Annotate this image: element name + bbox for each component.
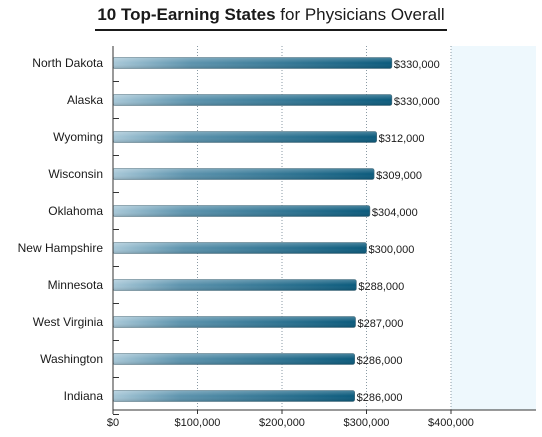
bar-shine [113,353,355,365]
chart-title-wrap: 10 Top-Earning States for Physicians Ove… [0,4,542,31]
value-label: $330,000 [394,96,440,108]
x-tick-label: $200,000 [259,417,305,429]
chart-title-rest: for Physicians Overall [280,5,445,24]
chart-title: 10 Top-Earning States for Physicians Ove… [95,4,447,31]
bar-shine [113,57,392,69]
category-label: Wyoming [53,130,103,144]
category-label: Wisconsin [48,167,103,181]
category-label: Indiana [64,389,104,403]
bar-shine [113,205,370,217]
value-label: $330,000 [394,59,440,71]
bar-shine [113,316,356,328]
value-label: $288,000 [358,281,404,293]
x-tick-label: $400,000 [428,417,474,429]
value-label: $309,000 [376,170,422,182]
x-tick-label: $0 [107,417,119,429]
category-label: New Hampshire [18,241,104,255]
bar-shine [113,94,392,106]
category-label: Minnesota [48,278,104,292]
value-label: $286,000 [357,392,403,404]
category-label: Oklahoma [48,204,103,218]
bar-shine [113,131,377,143]
x-tick-label: $300,000 [344,417,390,429]
plot-background-region [451,46,536,410]
value-label: $300,000 [369,244,415,256]
category-label: Alaska [67,93,103,107]
value-label: $286,000 [357,355,403,367]
value-label: $304,000 [372,207,418,219]
bar-shine [113,390,355,402]
category-label: Washington [40,352,103,366]
chart-title-bold: 10 Top-Earning States [97,5,276,24]
bar-shine [113,242,367,254]
value-label: $287,000 [358,318,404,330]
category-label: North Dakota [32,56,103,70]
category-label: West Virginia [33,315,104,329]
value-label: $312,000 [379,133,425,145]
bar-shine [113,168,375,180]
bar-shine [113,279,357,291]
x-tick-label: $100,000 [175,417,221,429]
